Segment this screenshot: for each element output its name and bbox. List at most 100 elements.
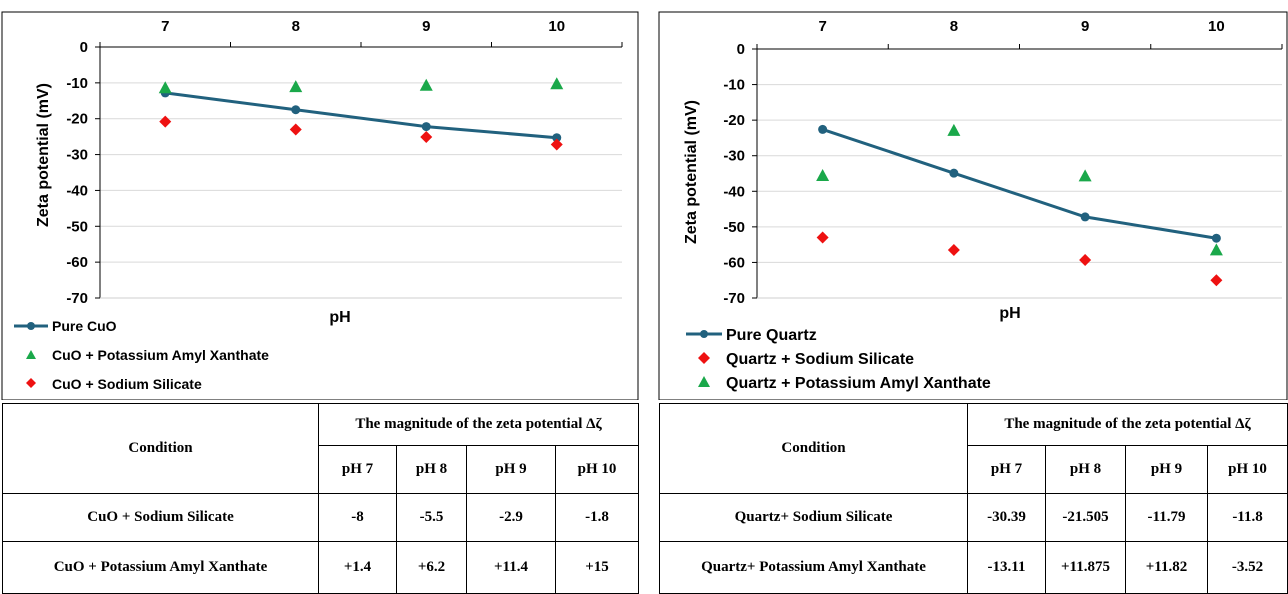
data-point-quartz-sodium-silicate	[1079, 253, 1092, 266]
legend-item-quartz-xanthate: Quartz + Potassium Amyl Xanthate	[698, 375, 991, 392]
y-tick-label: 0	[737, 41, 745, 58]
y-tick-label: -50	[723, 219, 745, 236]
y-tick-label: -40	[723, 183, 745, 200]
zeta-chart-cuo: 0 -10 -20 -30 -40 -50 -60 -70 7 8 9 10 p…	[1, 11, 639, 401]
y-tick-label: -30	[66, 147, 88, 164]
chart-panel-quartz: 0 -10 -20 -30 -40 -50 -60 -70 7 8 9 10 p…	[656, 0, 1288, 405]
legend-item-pure-cuo: Pure CuO	[14, 318, 117, 334]
y-tick-label: -30	[723, 148, 745, 165]
y-tick-label: -60	[66, 254, 88, 271]
axes	[752, 44, 1283, 299]
value-cell: -3.52	[1206, 541, 1288, 594]
y-tick-label: -20	[723, 112, 745, 129]
ph-header: pH 8	[1045, 445, 1126, 494]
x-tick-label: 7	[161, 18, 169, 35]
x-tick-labels: 7 8 9 10	[161, 18, 565, 35]
data-point-quartz-sodium-silicate	[1210, 274, 1223, 287]
data-point-cuo-sodium-silicate	[420, 131, 433, 144]
x-tick-label: 10	[548, 18, 565, 35]
plot-area	[158, 77, 564, 151]
data-point-pure-quartz	[1211, 233, 1221, 243]
legend-item-cuo-xanthate: CuO + Potassium Amyl Xanthate	[26, 347, 269, 363]
y-tick-label: -70	[723, 290, 745, 307]
data-point-cuo-sodium-silicate	[159, 115, 172, 128]
y-tick-labels: 0 -10 -20 -30 -40 -50 -60 -70	[723, 41, 745, 307]
legend-item-pure-quartz: Pure Quartz	[686, 327, 817, 344]
data-point-pure-cuo	[552, 133, 562, 143]
y-tick-label: -10	[723, 77, 745, 94]
legend-diamond-marker	[698, 352, 710, 364]
group-header: The magnitude of the zeta potential Δζ	[966, 403, 1288, 446]
x-tick-label: 7	[818, 18, 826, 35]
axes	[95, 42, 623, 299]
legend-label: CuO + Sodium Silicate	[52, 376, 202, 392]
legend: Pure Quartz Quartz + Sodium Silicate Qua…	[686, 327, 991, 392]
legend-label: Quartz + Sodium Silicate	[726, 351, 914, 368]
legend-diamond-marker	[26, 378, 36, 388]
legend-label: CuO + Potassium Amyl Xanthate	[52, 347, 269, 363]
legend-circle-marker	[700, 330, 708, 338]
x-axis-label: pH	[329, 309, 350, 326]
table-row: Quartz+ Potassium Amyl Xanthate -13.11 +…	[659, 541, 1288, 594]
legend-triangle-marker	[26, 350, 36, 359]
group-header: The magnitude of the zeta potential Δζ	[317, 403, 640, 446]
value-cell: -11.79	[1125, 493, 1208, 542]
zeta-chart-quartz: 0 -10 -20 -30 -40 -50 -60 -70 7 8 9 10 p…	[658, 11, 1288, 401]
x-tick-label: 10	[1208, 18, 1225, 35]
value-cell: -30.39	[967, 493, 1046, 542]
series-line-pure-quartz	[822, 127, 1217, 240]
data-point-quartz-potassium-amyl-xanthate	[947, 123, 961, 136]
y-axis-label: Zeta potential (mV)	[683, 100, 700, 244]
ph-header: pH 9	[1125, 445, 1208, 494]
value-cell: +11.875	[1045, 541, 1126, 594]
legend-circle-marker	[27, 322, 35, 330]
ph-header: pH 10	[1206, 445, 1288, 494]
legend-label: Pure CuO	[52, 318, 117, 334]
y-tick-label: -40	[66, 182, 88, 199]
value-cell: -8	[318, 493, 397, 542]
ph-header: pH 7	[967, 445, 1046, 494]
value-cell: +11.82	[1125, 541, 1208, 594]
chart-frame	[1, 11, 639, 401]
data-point-pure-quartz	[949, 168, 959, 178]
value-cell: -2.9	[466, 493, 556, 542]
condition-cell: CuO + Potassium Amyl Xanthate	[2, 541, 319, 594]
legend-item-cuo-silicate: CuO + Sodium Silicate	[26, 376, 202, 392]
data-point-pure-cuo	[291, 105, 301, 115]
y-tick-label: -60	[723, 254, 745, 271]
table-row: Quartz+ Sodium Silicate -30.39 -21.505 -…	[659, 493, 1288, 542]
data-point-quartz-potassium-amyl-xanthate	[1078, 169, 1092, 182]
legend-label: Quartz + Potassium Amyl Xanthate	[726, 375, 991, 392]
table-row: CuO + Sodium Silicate -8 -5.5 -2.9 -1.8	[2, 493, 640, 542]
delta-zeta-table-cuo: Condition The magnitude of the zeta pote…	[2, 403, 640, 594]
value-cell: +6.2	[396, 541, 467, 594]
y-tick-label: -50	[66, 218, 88, 235]
y-axis-label: Zeta potential (mV)	[35, 83, 52, 227]
data-point-pure-quartz	[818, 124, 828, 134]
series-line-pure-cuo	[165, 91, 557, 140]
legend-label: Pure Quartz	[726, 327, 817, 344]
legend: Pure CuO CuO + Potassium Amyl Xanthate C…	[14, 318, 269, 392]
value-cell: -5.5	[396, 493, 467, 542]
data-point-quartz-sodium-silicate	[816, 231, 829, 244]
x-tick-label: 8	[292, 18, 300, 35]
legend-item-quartz-silicate: Quartz + Sodium Silicate	[698, 351, 914, 368]
x-tick-label: 8	[950, 18, 958, 35]
y-tick-label: 0	[80, 39, 88, 56]
legend-triangle-marker	[698, 376, 710, 387]
data-point-pure-quartz	[1080, 212, 1090, 222]
x-axis-label: pH	[999, 305, 1020, 322]
ph-header: pH 8	[396, 445, 467, 494]
data-point-quartz-potassium-amyl-xanthate	[1209, 243, 1223, 256]
data-point-cuo-potassium-amyl-xanthate	[158, 81, 172, 94]
x-tick-label: 9	[422, 18, 430, 35]
data-point-quartz-potassium-amyl-xanthate	[816, 168, 830, 181]
delta-zeta-table-quartz: Condition The magnitude of the zeta pote…	[659, 403, 1288, 594]
condition-header: Condition	[2, 403, 319, 494]
condition-cell: Quartz+ Sodium Silicate	[659, 493, 968, 542]
data-point-cuo-sodium-silicate	[289, 123, 302, 136]
table-row: CuO + Potassium Amyl Xanthate +1.4 +6.2 …	[2, 541, 640, 594]
data-point-cuo-sodium-silicate	[550, 138, 563, 151]
value-cell: -13.11	[967, 541, 1046, 594]
ph-header: pH 9	[466, 445, 556, 494]
